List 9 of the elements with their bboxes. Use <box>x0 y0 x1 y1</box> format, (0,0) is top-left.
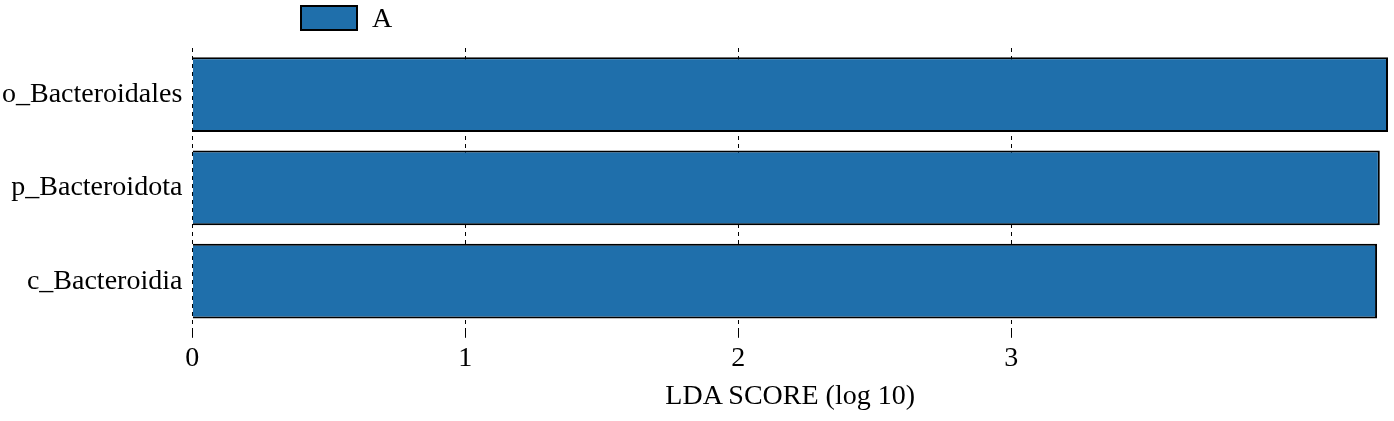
x-tick-label: 1 <box>458 340 473 372</box>
x-axis-title: LDA SCORE (log 10) <box>665 378 916 410</box>
y-tick-label: c_Bacteroidia <box>26 263 183 295</box>
y-tick-label: o_Bacteroidales <box>2 76 183 108</box>
x-tick-label: 0 <box>185 340 200 372</box>
y-tick-label: p_Bacteroidota <box>11 170 183 202</box>
x-tick-label: 2 <box>731 340 746 372</box>
x-tick-label: 3 <box>1004 340 1019 372</box>
series-label: A <box>372 2 393 34</box>
